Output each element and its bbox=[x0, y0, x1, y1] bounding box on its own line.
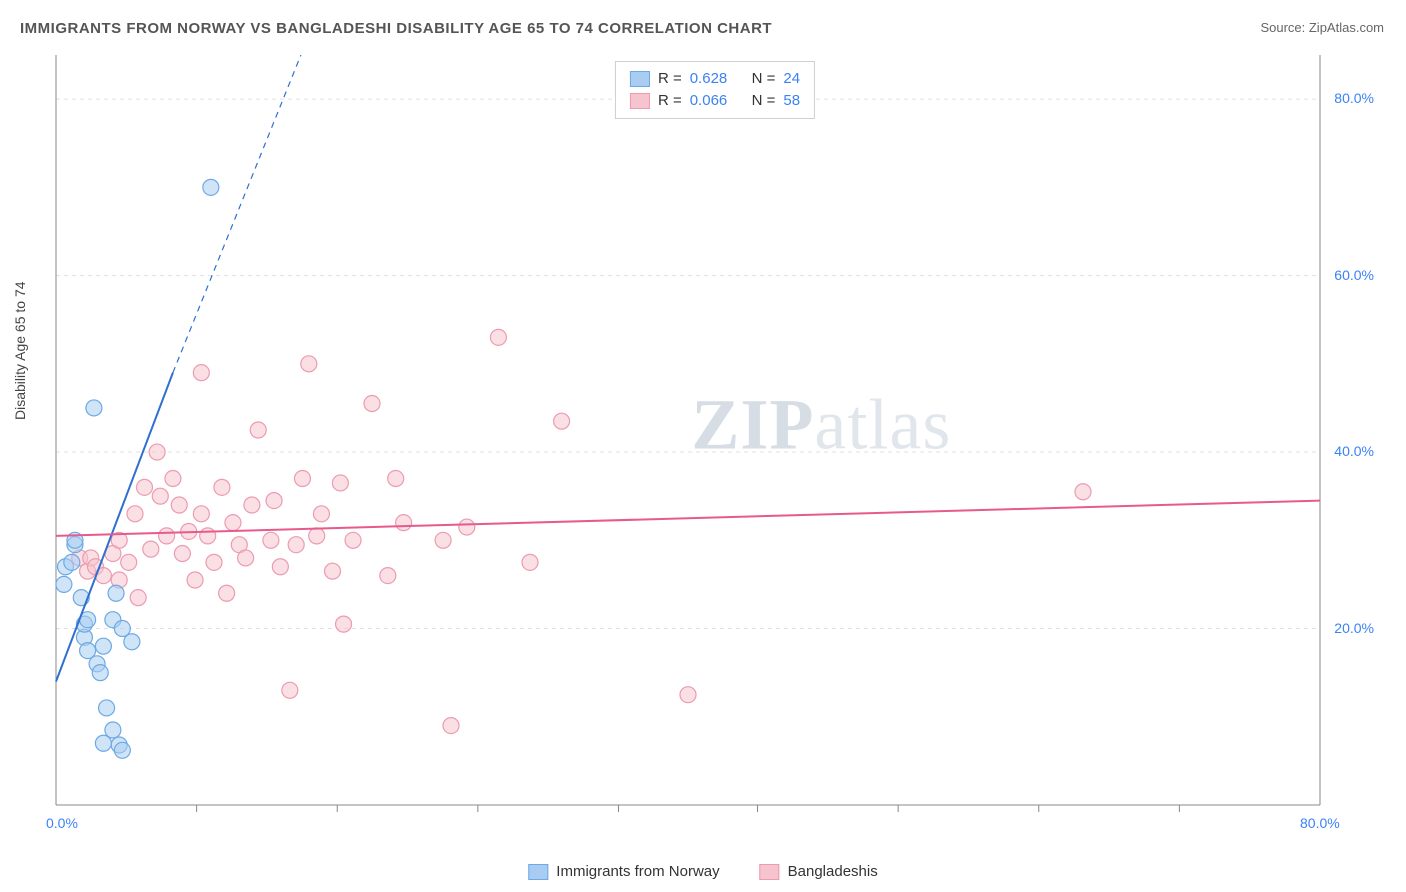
swatch-bangladeshi bbox=[630, 93, 650, 109]
legend-item-norway: Immigrants from Norway bbox=[528, 863, 719, 880]
stats-row-norway: R = 0.628 N = 24 bbox=[630, 68, 800, 90]
r-label: R = bbox=[658, 68, 682, 90]
y-axis-label: Disability Age 65 to 74 bbox=[12, 281, 28, 420]
r-value-norway: 0.628 bbox=[690, 68, 728, 90]
chart-area: ZIPatlas R = 0.628 N = 24 R = 0.066 N = … bbox=[50, 55, 1380, 825]
source-label: Source: ZipAtlas.com bbox=[1260, 20, 1384, 35]
r-label: R = bbox=[658, 90, 682, 112]
stats-row-bangladeshi: R = 0.066 N = 58 bbox=[630, 90, 800, 112]
y-tick-label: 80.0% bbox=[1334, 90, 1374, 106]
y-tick-label: 20.0% bbox=[1334, 620, 1374, 636]
stats-legend-box: R = 0.628 N = 24 R = 0.066 N = 58 bbox=[615, 61, 815, 119]
legend-label-norway: Immigrants from Norway bbox=[556, 863, 719, 880]
legend-item-bangladeshi: Bangladeshis bbox=[760, 863, 878, 880]
swatch-norway-icon bbox=[528, 864, 548, 880]
x-tick-right: 80.0% bbox=[1300, 815, 1340, 831]
legend-label-bangladeshi: Bangladeshis bbox=[788, 863, 878, 880]
n-label: N = bbox=[752, 90, 776, 112]
y-tick-label: 40.0% bbox=[1334, 443, 1374, 459]
chart-title: IMMIGRANTS FROM NORWAY VS BANGLADESHI DI… bbox=[20, 20, 772, 37]
r-value-bangladeshi: 0.066 bbox=[690, 90, 728, 112]
n-value-norway: 24 bbox=[783, 68, 800, 90]
y-tick-label: 60.0% bbox=[1334, 267, 1374, 283]
bottom-legend: Immigrants from Norway Bangladeshis bbox=[528, 863, 877, 880]
swatch-norway bbox=[630, 71, 650, 87]
n-value-bangladeshi: 58 bbox=[783, 90, 800, 112]
swatch-bangladeshi-icon bbox=[760, 864, 780, 880]
x-tick-left: 0.0% bbox=[46, 815, 78, 831]
scatter-chart bbox=[50, 55, 1380, 825]
n-label: N = bbox=[752, 68, 776, 90]
